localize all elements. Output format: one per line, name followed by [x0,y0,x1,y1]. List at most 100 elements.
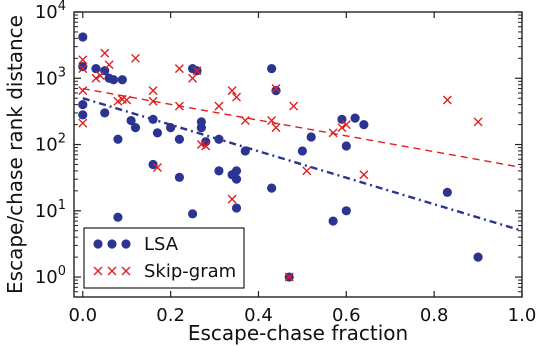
skip-gram-point [227,86,237,96]
skip-gram-point-stroke [232,92,242,102]
lsa-point [473,252,483,262]
y-tick-label: 103 [35,65,66,89]
lsa-point [117,75,127,85]
skip-gram-point [122,95,132,105]
skip-gram-point-stroke [78,55,88,65]
skip-gram-point-stroke [130,53,140,63]
x-tick-label: 0.4 [244,305,273,326]
skip-gram-point [148,96,158,106]
legend-skipgram-point [121,266,131,276]
legend-skipgram-point [93,266,103,276]
skip-gram-point-stroke [91,73,101,83]
skip-gram-point-stroke [78,86,88,96]
lsa-point [359,119,369,130]
lsa-point [78,100,88,110]
skip-gram-point [328,128,338,138]
skip-gram-point [240,116,250,126]
data-points [78,32,483,282]
trend-lines [82,87,523,232]
legend-lsa-point [93,239,103,249]
skip-gram-point [174,101,184,111]
lsa-point [196,123,206,133]
skip-gram-point [267,116,277,126]
skip-gram-point-stroke [227,86,237,96]
axis-ticks: 0.0 0.2 0.4 0.6 0.8 1.0 100 101 102 103 104 [35,0,537,326]
lsa-point [231,174,242,184]
lsa-point [78,110,88,120]
skip-gram-point [359,170,369,180]
legend-lsa-label: LSA [144,234,179,255]
lsa-point [306,132,316,142]
legend-skipgram-point-stroke [121,266,131,276]
skip-gram-point [289,101,299,111]
legend-skipgram-marker [93,266,131,276]
skip-gram-point-stroke [271,123,281,133]
skip-gram-point-stroke [201,141,211,151]
skip-gram-point-stroke [192,66,202,76]
lsa-point [328,216,338,226]
legend-skipgram-point-stroke [93,266,103,276]
skip-gram-point [302,166,312,176]
skip-gram-point-stroke [174,101,184,111]
skip-gram-trend-line [82,87,523,169]
skip-gram-point [78,64,88,74]
skip-gram-point [78,118,88,128]
lsa-point [231,203,242,213]
skip-gram-point [130,53,140,63]
x-tick-label: 0.8 [420,305,449,326]
skip-gram-point [232,92,242,102]
lsa-point [341,206,351,216]
lsa-point [78,32,88,42]
lsa-point [91,63,101,74]
skip-gram-point-stroke [473,117,483,127]
lsa-point [267,183,277,193]
x-tick-label: 0.6 [332,305,361,326]
skip-gram-point-stroke [78,118,88,128]
legend-lsa-marker [93,239,131,249]
y-tick-label: 100 [35,264,66,288]
skip-gram-point [100,48,110,58]
skip-gram-point-stroke [267,116,277,126]
skip-gram-point-stroke [95,71,105,81]
lsa-point [113,212,123,222]
x-tick-label: 0.0 [68,305,97,326]
skip-gram-point-stroke [196,140,206,150]
skip-gram-point [188,73,198,83]
skip-gram-point-stroke [359,170,369,180]
lsa-point [341,141,351,151]
skip-gram-point-stroke [337,123,347,133]
skip-gram-point-stroke [188,73,198,83]
skip-gram-point-stroke [442,95,452,105]
skip-gram-point-stroke [302,166,312,176]
lsa-point [187,209,198,219]
skip-gram-point-stroke [240,116,250,126]
skip-gram-point [341,120,351,130]
skip-gram-point [201,141,211,151]
x-axis-label: Escape-chase fraction [188,321,408,345]
y-axis-label: Escape/chase rank distance [3,15,27,294]
skip-gram-point [174,64,184,74]
y-tick-label: 101 [35,198,66,222]
legend-box [83,227,245,289]
skip-gram-point-stroke [328,128,338,138]
lsa-point [152,128,163,138]
lsa-point [267,63,277,74]
lsa-point [231,166,242,176]
lsa-point [148,114,158,124]
skip-gram-point-stroke [117,94,127,104]
skip-gram-point-stroke [104,60,114,70]
lsa-point [78,61,88,72]
legend-skipgram-label: Skip-gram [144,261,236,282]
skip-gram-point [271,123,281,133]
skip-gram-point-stroke [148,86,158,96]
skip-gram-point [78,86,88,96]
y-tick-label: 104 [35,0,66,23]
lsa-point [271,86,281,96]
skip-gram-point-stroke [174,64,184,74]
skip-gram-point [152,163,162,173]
lsa-point [174,134,185,144]
lsa-point [104,73,114,83]
skip-gram-point [192,66,202,76]
lsa-point [174,172,185,182]
skip-gram-point [473,117,483,127]
